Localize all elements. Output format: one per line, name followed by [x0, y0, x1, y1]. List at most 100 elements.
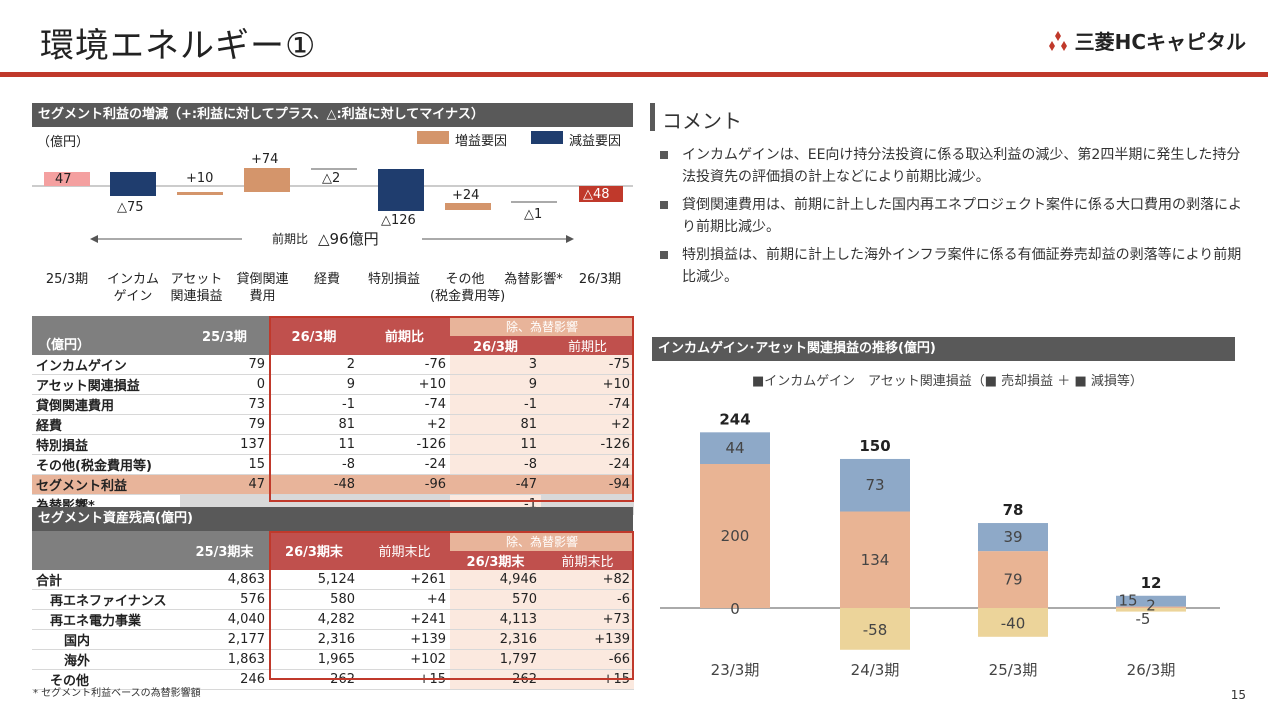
comment-text: 特別損益は、前期に計上した海外インフラ案件に係る有価証券売却益の剥落等により前期…	[682, 247, 1242, 285]
bar-sale-label: 73	[865, 476, 884, 494]
waterfall-value-income: △75	[117, 200, 144, 215]
profit_table-cell-label: アセット関連損益	[32, 374, 180, 395]
bar-total-label: 12	[1141, 574, 1162, 592]
profit_table-row: インカムゲイン 79 2 -76 3 -75	[32, 355, 634, 375]
bar-income	[840, 511, 910, 608]
profit_table-cell-yoy: -24	[359, 454, 450, 475]
header-rule	[0, 72, 1268, 77]
waterfall-bar-other	[445, 203, 491, 210]
asset_table-cell-label: 海外	[32, 649, 180, 670]
comment-text: インカムゲインは、EE向け持分法投資に係る取込利益の減少、第2四半期に発生した持…	[682, 147, 1241, 185]
profit_table-row: 貸倒関連費用 73 -1 -74 -1 -74	[32, 394, 634, 415]
bar-sale-label: 44	[725, 439, 744, 457]
waterfall-bar-income	[110, 172, 156, 196]
profit_table-cell-curr: 9	[269, 374, 359, 395]
asset-table: 25/3期末 26/3期末 前期末比 除、為替影響 26/3期末 前期末比 合計…	[32, 531, 634, 690]
comment-title: コメント	[662, 109, 742, 133]
x-tick-label: 26/3期	[1127, 661, 1176, 679]
bar-impair	[978, 608, 1048, 637]
profit_table-cell-ex_yoy: +2	[541, 414, 634, 435]
waterfall-header: セグメント利益の増減（+:利益に対してプラス、△:利益に対してマイナス）	[32, 103, 633, 127]
asset-col-excl: 除、為替影響	[450, 531, 634, 551]
footnote: * セグメント利益ベースの為替影響額	[33, 688, 201, 699]
profit_table-cell-yoy: -74	[359, 394, 450, 415]
bar-impair-label: -58	[863, 621, 888, 639]
comment-bullet: インカムゲインは、EE向け持分法投資に係る取込利益の減少、第2四半期に発生した持…	[660, 144, 1245, 188]
profit_table-cell-ex_curr: -8	[450, 454, 541, 475]
waterfall-value-special: △126	[381, 213, 416, 228]
wf-category: 25/3期	[45, 272, 89, 287]
profit_table-cell-ex_curr: 11	[450, 434, 541, 455]
asset_table-cell-ex_yoy: -66	[541, 649, 634, 670]
page-title: 環境エネルギー①	[40, 26, 317, 66]
profit_table-row: セグメント利益 47 -48 -96 -47 -94	[32, 474, 634, 495]
legend-down-label: 減益要因	[569, 134, 622, 149]
asset_table-cell-ex_yoy: -6	[541, 589, 634, 610]
bar-income-label-outside: 2	[1146, 597, 1156, 615]
waterfall-bar-asset	[177, 192, 223, 195]
profit_table-cell-ex_curr: -1	[450, 394, 541, 415]
waterfall-value-expense: △2	[322, 171, 341, 186]
waterfall-bar-special	[378, 169, 424, 211]
profit_table-cell-ex_curr: 81	[450, 414, 541, 435]
legend-up-swatch	[417, 131, 449, 144]
waterfall-value-credit: +74	[251, 152, 279, 167]
asset_table-cell-ex_yoy: +15	[541, 669, 634, 690]
asset_table-cell-prev: 2,177	[180, 629, 269, 650]
bar-sale	[1116, 595, 1186, 607]
asset_table-cell-yoy: +15	[359, 669, 450, 690]
asset_table-row: 海外 1,863 1,965 +102 1,797 -66	[32, 649, 634, 670]
three-diamonds-icon	[1048, 30, 1067, 51]
wf-category: その他 (税金費用等)	[430, 272, 506, 304]
asset_table-row: 再エネ電力事業 4,040 4,282 +241 4,113 +73	[32, 609, 634, 630]
wf-category: 為替影響*	[504, 272, 563, 287]
asset_table-cell-yoy: +241	[359, 609, 450, 630]
asset_table-cell-curr: 262	[269, 669, 359, 690]
profit_table-cell-yoy: +2	[359, 414, 450, 435]
waterfall-unit: （億円）	[37, 135, 90, 150]
x-tick-label: 24/3期	[851, 661, 900, 679]
asset_table-cell-ex_yoy: +73	[541, 609, 634, 630]
profit_table-cell-ex_curr: -47	[450, 474, 541, 495]
profit_table-cell-prev: 137	[180, 434, 269, 455]
asset_table-cell-yoy: +102	[359, 649, 450, 670]
bar-sale-label: 39	[1003, 528, 1022, 546]
asset_table-cell-label: 再エネファイナンス	[32, 589, 180, 610]
bar-impair-label: -40	[1001, 614, 1026, 632]
profit_table-row: その他(税金費用等) 15 -8 -24 -8 -24	[32, 454, 634, 475]
profit_table-cell-ex_yoy: -74	[541, 394, 634, 415]
wf-category: 経費	[313, 272, 340, 287]
profit_table-cell-yoy: -126	[359, 434, 450, 455]
asset-col-excl-yoy: 前期末比	[541, 551, 634, 570]
asset_table-cell-curr: 1,965	[269, 649, 359, 670]
chart-legend: ■インカムゲイン アセット関連損益（■ 売却損益 ＋ ■ 減損等）	[752, 374, 1143, 389]
wf-category: インカム ゲイン	[106, 272, 159, 304]
asset_table-cell-curr: 580	[269, 589, 359, 610]
chart-header: インカムゲイン･アセット関連損益の推移(億円)	[652, 337, 1235, 361]
profit_table-cell-ex_yoy: +10	[541, 374, 634, 395]
asset_table-cell-yoy: +4	[359, 589, 450, 610]
bar-total-label: 150	[859, 437, 890, 455]
col-yoy: 前期比	[359, 316, 450, 355]
wf-category: アセット 関連損益	[170, 272, 223, 304]
asset_table-cell-ex_curr: 4,113	[450, 609, 541, 630]
bar-income-label: 134	[861, 551, 890, 569]
asset-col-yoy: 前期末比	[359, 531, 450, 570]
profit-table: （億円） 25/3期 26/3期 前期比 除、為替影響 26/3期 前期比 イン…	[32, 316, 634, 515]
profit_table-cell-curr: 81	[269, 414, 359, 435]
profit_table-cell-curr: -8	[269, 454, 359, 475]
profit_table-cell-curr: 11	[269, 434, 359, 455]
bar-income	[700, 464, 770, 608]
profit_table-cell-yoy: +10	[359, 374, 450, 395]
waterfall-value-other: +24	[452, 188, 480, 203]
bar-sale-label: 15	[1118, 592, 1137, 610]
profit_table-row: アセット関連損益 0 9 +10 9 +10	[32, 374, 634, 395]
profit_table-cell-ex_yoy: -24	[541, 454, 634, 475]
profit_table-cell-ex_curr: 3	[450, 355, 541, 375]
asset_table-row: 合計 4,863 5,124 +261 4,946 +82	[32, 570, 634, 590]
page-number: 15	[1230, 688, 1246, 702]
asset_table-cell-yoy: +261	[359, 570, 450, 590]
profit_table-cell-prev: 73	[180, 394, 269, 415]
profit_table-cell-curr: -48	[269, 474, 359, 495]
col-excl-yoy: 前期比	[541, 336, 634, 355]
